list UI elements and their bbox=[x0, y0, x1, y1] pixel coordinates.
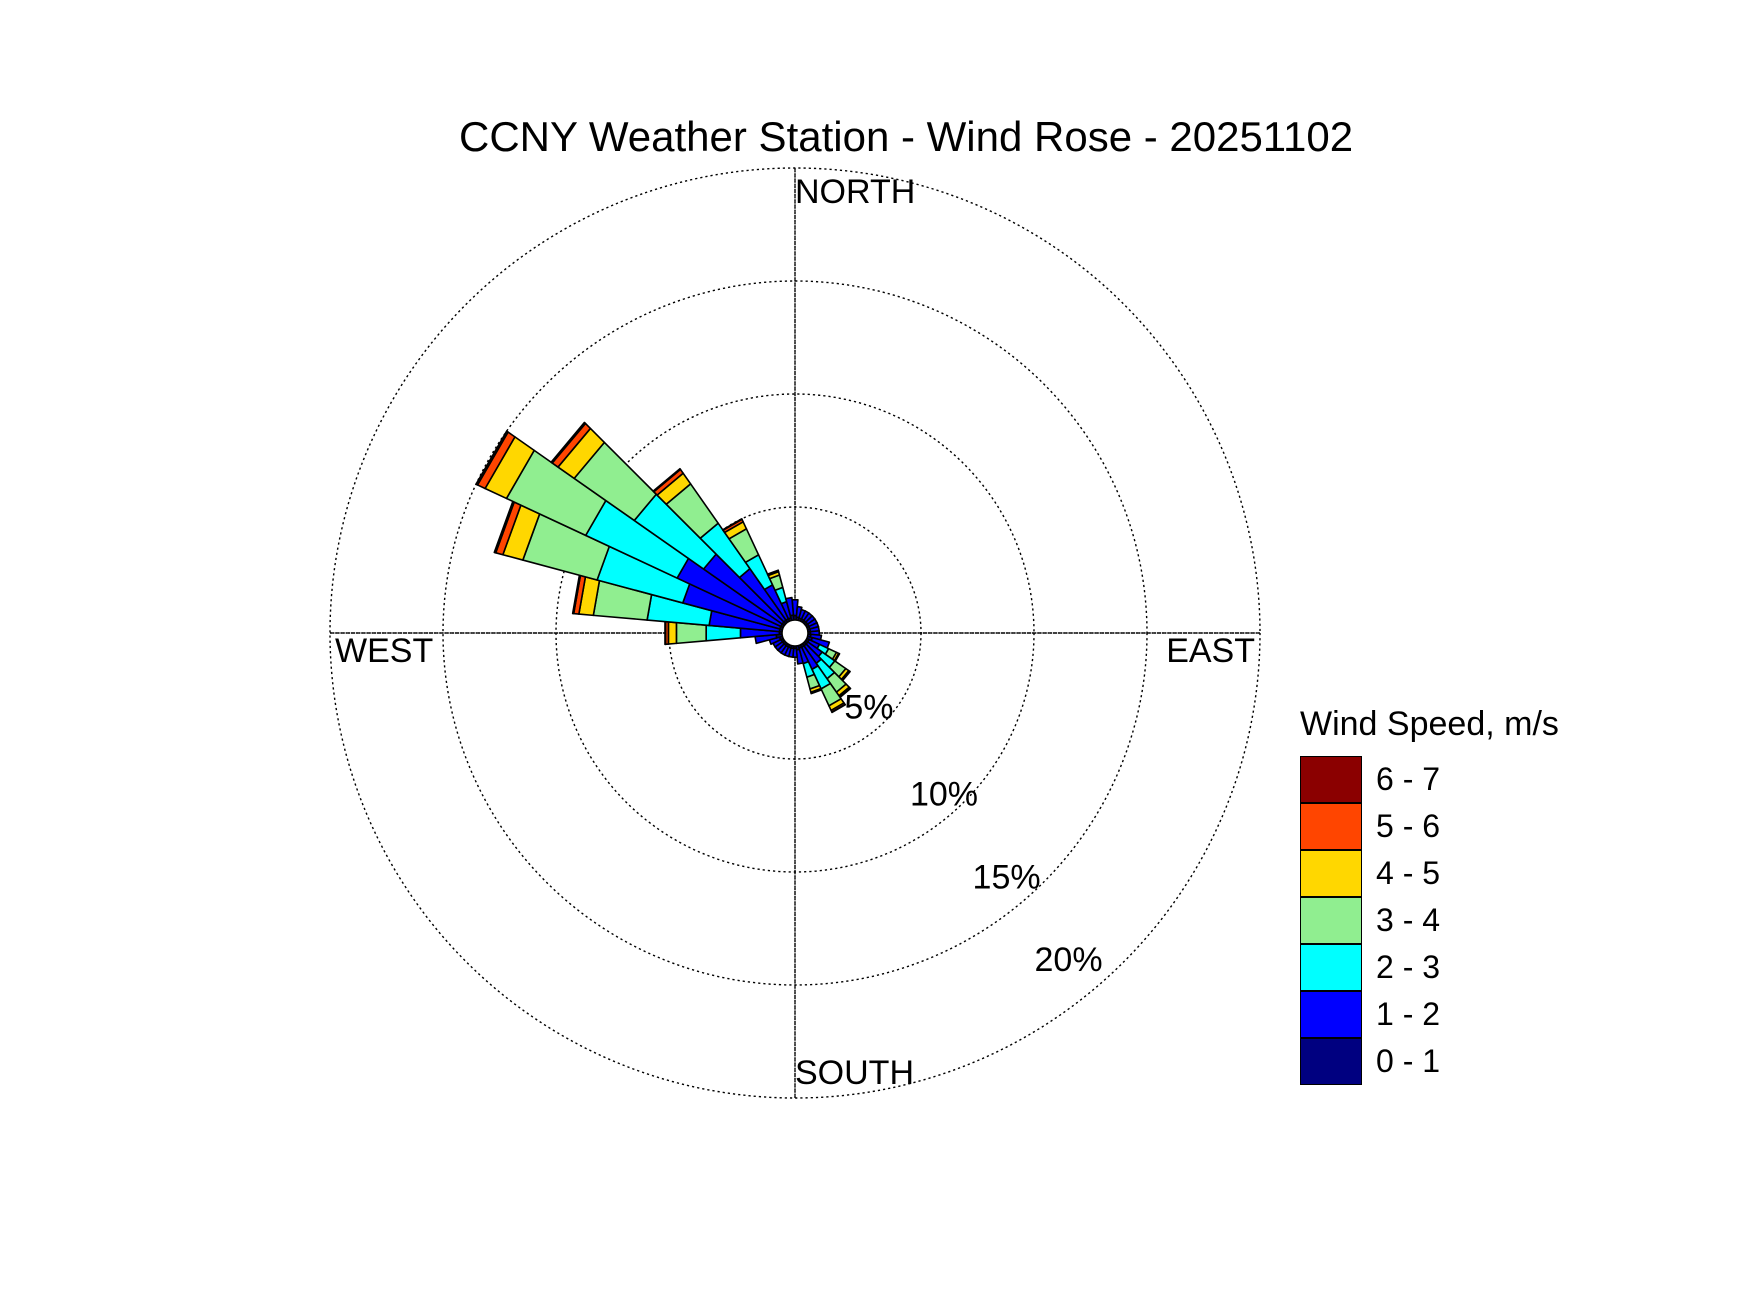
svg-text:NORTH: NORTH bbox=[795, 173, 915, 211]
svg-text:10%: 10% bbox=[910, 776, 978, 814]
svg-text:SOUTH: SOUTH bbox=[795, 1054, 914, 1092]
svg-text:EAST: EAST bbox=[1166, 632, 1255, 670]
svg-text:5%: 5% bbox=[844, 688, 893, 726]
svg-text:WEST: WEST bbox=[335, 632, 433, 670]
svg-text:15%: 15% bbox=[973, 859, 1041, 897]
svg-text:20%: 20% bbox=[1035, 941, 1103, 979]
